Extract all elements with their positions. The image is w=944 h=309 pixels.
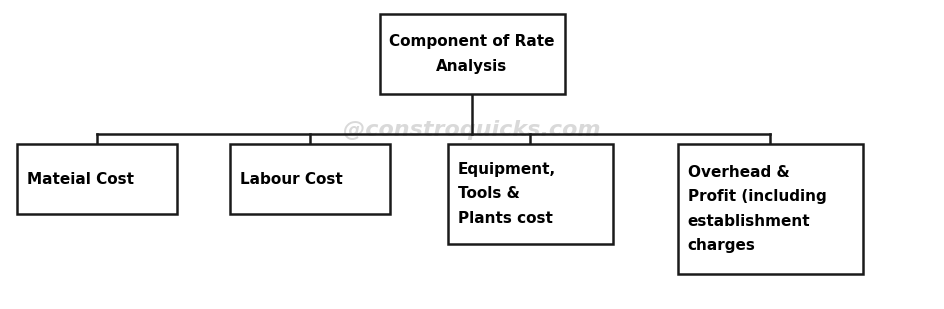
- FancyBboxPatch shape: [230, 144, 390, 214]
- FancyBboxPatch shape: [447, 144, 613, 244]
- FancyBboxPatch shape: [379, 14, 565, 94]
- Text: Equipment,
Tools &
Plants cost: Equipment, Tools & Plants cost: [458, 162, 556, 226]
- Text: @constroquicks.com: @constroquicks.com: [344, 120, 600, 140]
- Text: Mateial Cost: Mateial Cost: [27, 171, 134, 187]
- FancyBboxPatch shape: [678, 144, 863, 274]
- FancyBboxPatch shape: [17, 144, 177, 214]
- Text: Overhead &
Profit (including
establishment
charges: Overhead & Profit (including establishme…: [687, 165, 826, 253]
- Text: Component of Rate
Analysis: Component of Rate Analysis: [389, 34, 555, 74]
- Text: Labour Cost: Labour Cost: [240, 171, 343, 187]
